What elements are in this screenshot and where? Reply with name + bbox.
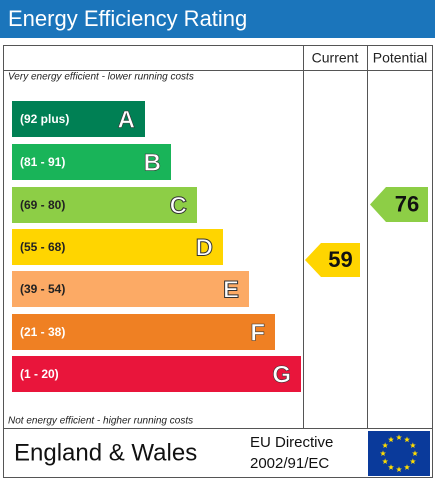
eu-star [409, 442, 416, 449]
band-letter: D [196, 234, 213, 261]
band-range: (21 - 38) [20, 325, 65, 339]
eu-star [409, 458, 416, 465]
eu-star [380, 450, 386, 457]
rating-value: 76 [395, 191, 419, 216]
eu-star [382, 458, 389, 465]
eu-star [404, 436, 410, 443]
bottom-note: Not energy efficient - higher running co… [8, 416, 193, 427]
eu-star [382, 442, 389, 449]
frame [3, 45, 433, 478]
band-bar [12, 187, 197, 223]
region: England & Wales [14, 439, 197, 466]
column-header: Potential [373, 50, 427, 66]
eu-star [396, 466, 402, 473]
eu-star [404, 464, 410, 470]
band-letter: F [250, 319, 265, 346]
directive: 2002/91/EC [250, 455, 329, 472]
band-letter: C [170, 192, 187, 219]
eu-star [388, 436, 394, 443]
band-bar [12, 144, 171, 180]
band-bar [12, 101, 145, 137]
rating-value: 59 [328, 247, 352, 272]
band-range: (39 - 54) [20, 282, 65, 296]
band-letter: A [118, 106, 135, 133]
column-header: Current [312, 50, 359, 66]
band-range: (69 - 80) [20, 198, 65, 212]
arrows: 59 76 [305, 187, 428, 277]
rating-arrow [305, 243, 360, 277]
band-letter: B [144, 149, 161, 176]
band-range: (81 - 91) [20, 155, 65, 169]
band-range: (1 - 20) [20, 367, 59, 381]
eu-star [412, 450, 418, 457]
eu-star [396, 434, 402, 441]
band-letter: E [223, 276, 239, 303]
eu-star [388, 464, 394, 470]
top-note: Very energy efficient - lower running co… [8, 72, 194, 83]
band-range: (92 plus) [20, 112, 69, 126]
band-bar [12, 314, 275, 350]
band-bar [12, 356, 301, 392]
band-bar [12, 229, 223, 265]
eu-stars [380, 434, 418, 473]
rating-arrow [370, 187, 428, 222]
band-bar [12, 271, 249, 307]
title: Energy Efficiency Rating [8, 6, 247, 31]
title-bar [0, 0, 435, 38]
bands: (92 plus) A (81 - 91) B (69 - 80) C (55 - 68) D… [12, 101, 301, 392]
band-letter: G [272, 361, 291, 388]
directive: EU Directive [250, 434, 333, 451]
band-range: (55 - 68) [20, 240, 65, 254]
